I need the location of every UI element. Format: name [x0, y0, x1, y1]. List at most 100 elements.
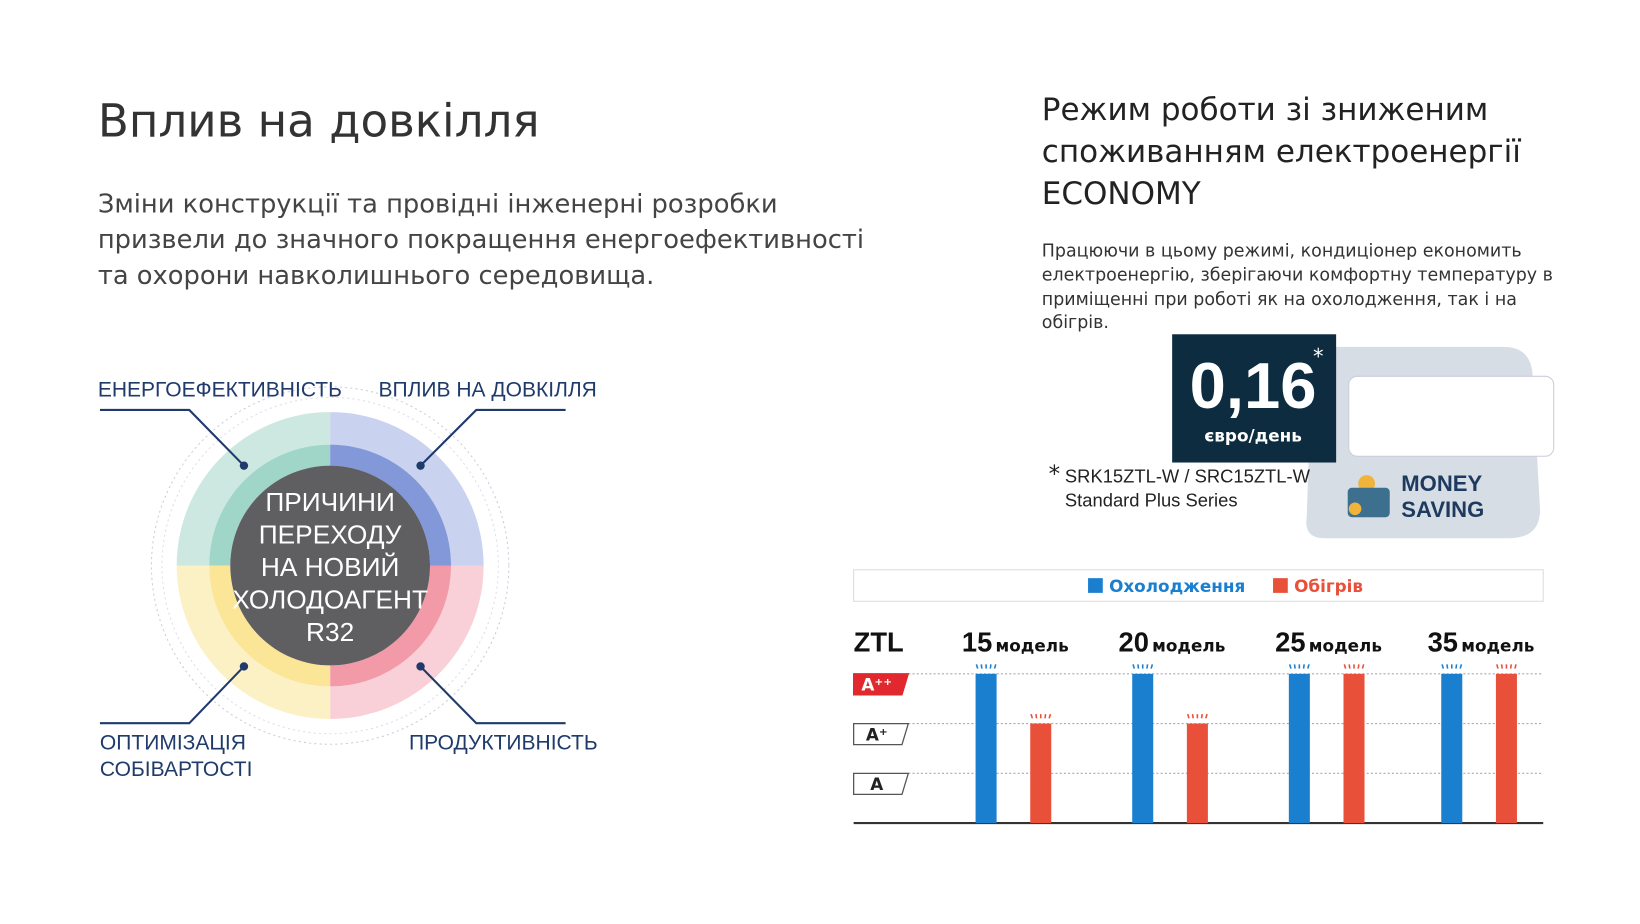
- footnote-line: Standard Plus Series: [1065, 490, 1238, 511]
- diagram-labels: ЕНЕРГОЕФЕКТИВНІСТЬ ВПЛИВ НА ДОВКІЛЛЯ ОПТ…: [98, 378, 598, 780]
- left-text: Зміни конструкції та провідні інженерні …: [98, 189, 864, 290]
- footnote-line: SRK15ZTL-W / SRC15ZTL-W: [1065, 465, 1311, 486]
- bar: [1132, 673, 1154, 824]
- price: 0,16: [1190, 349, 1317, 422]
- dot: [416, 461, 425, 470]
- quadrant-label: СОБІВАРТОСТІ: [100, 758, 253, 781]
- x-tick-label: 15: [962, 627, 992, 658]
- text-line: Працюючи в цьому режимі, кондиціонер еко…: [1042, 241, 1522, 261]
- bar-icon: [1200, 713, 1203, 719]
- text-line: призвели до значного покращення енергоеф…: [98, 225, 864, 255]
- title-line: Режим роботи зі зниженим: [1042, 92, 1489, 128]
- bar-icon: [1441, 664, 1445, 669]
- bar: [1186, 723, 1208, 824]
- x-tick-suffix: модель: [1309, 636, 1382, 656]
- bar-icon: [1459, 664, 1463, 669]
- quadrant-inner: [209, 444, 331, 566]
- footnote: SRK15ZTL-W / SRC15ZTL-W Standard Plus Se…: [1065, 465, 1311, 510]
- y-tick-label: A: [870, 774, 883, 794]
- bar-icon: [1306, 664, 1310, 669]
- right-title: Режим роботи зі зниженим споживанням еле…: [1042, 92, 1521, 212]
- legend-box: [853, 569, 1544, 602]
- bar-icon: [1500, 664, 1504, 669]
- title-line: споживанням електроенергії: [1042, 134, 1521, 170]
- legend-label: Обігрів: [1294, 576, 1363, 596]
- dots: [239, 461, 425, 671]
- dot: [239, 662, 249, 671]
- quadrant-label: ПРОДУКТИВНІСТЬ: [409, 732, 598, 755]
- tick-tag: [853, 673, 910, 696]
- quadrant-inner: [330, 444, 452, 566]
- bar-icon: [1509, 664, 1513, 669]
- dot: [416, 662, 425, 671]
- quadrant-inner: [330, 565, 452, 687]
- bar: [1495, 673, 1517, 824]
- bar: [1288, 673, 1310, 824]
- text-line: обігрів.: [1042, 313, 1109, 333]
- bar-icon: [1348, 664, 1351, 669]
- center-line: НА НОВИЙ: [261, 552, 399, 582]
- bar-icon: [1044, 713, 1047, 719]
- bar-icon: [1343, 664, 1347, 669]
- bar-icon: [1048, 713, 1052, 719]
- quadrant-outer: [176, 412, 331, 566]
- x-tick-label: 35: [1428, 627, 1458, 658]
- diagram: [150, 386, 510, 745]
- quadrant-label: ЕНЕРГОЕФЕКТИВНІСТЬ: [98, 378, 342, 401]
- bar-icon: [1446, 664, 1449, 669]
- price-unit: євро/день: [1204, 426, 1301, 446]
- bar-icon: [1035, 713, 1038, 719]
- x-tick-label: 20: [1119, 627, 1149, 658]
- center-line: R32: [306, 617, 354, 647]
- legend-swatch: [1273, 578, 1288, 593]
- center-line: ПЕРЕХОДУ: [259, 519, 402, 549]
- x-tick-label: 25: [1275, 627, 1305, 658]
- bar-icon: [1186, 713, 1190, 719]
- quadrant-label: ОПТИМІЗАЦІЯ: [100, 732, 246, 755]
- bar-icon: [989, 664, 992, 669]
- bar-icon: [1357, 664, 1360, 669]
- right-text: Працюючи в цьому режимі, кондиціонер еко…: [1042, 241, 1553, 332]
- bar-icon: [1293, 664, 1296, 669]
- ac-unit: [1348, 375, 1555, 457]
- diagram-center: ПРИЧИНИ ПЕРЕХОДУ НА НОВИЙ ХОЛОДОАГЕНТ R3…: [232, 487, 428, 647]
- text-line: електроенергію, зберігаючи комфортну тем…: [1042, 266, 1553, 286]
- badge-line: SAVING: [1401, 497, 1484, 522]
- bar-icon: [1137, 664, 1140, 669]
- bar: [1441, 673, 1463, 824]
- bar-icon: [1361, 664, 1365, 669]
- bar: [1343, 673, 1365, 824]
- asterisk: *: [1313, 344, 1324, 369]
- connector: [419, 408, 566, 467]
- center-line: ПРИЧИНИ: [265, 487, 395, 517]
- text-line: та охорони навколишнього середовища.: [98, 261, 655, 291]
- text-line: Зміни конструкції та провідні інженерні …: [98, 189, 778, 219]
- badge: MONEY SAVING: [1401, 471, 1484, 522]
- y-tick-label: A⁺⁺: [861, 675, 892, 695]
- ring: [150, 386, 510, 745]
- bar: [975, 673, 997, 824]
- connectors: [99, 408, 566, 725]
- connector: [419, 665, 566, 725]
- quadrant-inner: [209, 565, 331, 687]
- tick-tag: [853, 772, 910, 795]
- row-label: ZTL: [854, 627, 904, 658]
- y-tick-label: A⁺: [866, 724, 888, 744]
- asterisk: *: [1049, 461, 1061, 487]
- connector: [99, 665, 245, 725]
- bar-icon: [1132, 664, 1136, 669]
- legend-swatch: [1088, 578, 1103, 593]
- bar-icon: [993, 664, 997, 669]
- bar-icon: [1150, 664, 1154, 669]
- bar-icon: [1288, 664, 1292, 669]
- quadrant-outer: [330, 565, 484, 720]
- coin: [1348, 502, 1362, 516]
- bar-icon: [1030, 713, 1034, 719]
- bar-icon: [1205, 713, 1208, 719]
- bar-icon: [1146, 664, 1149, 669]
- x-tick-suffix: модель: [1152, 636, 1225, 656]
